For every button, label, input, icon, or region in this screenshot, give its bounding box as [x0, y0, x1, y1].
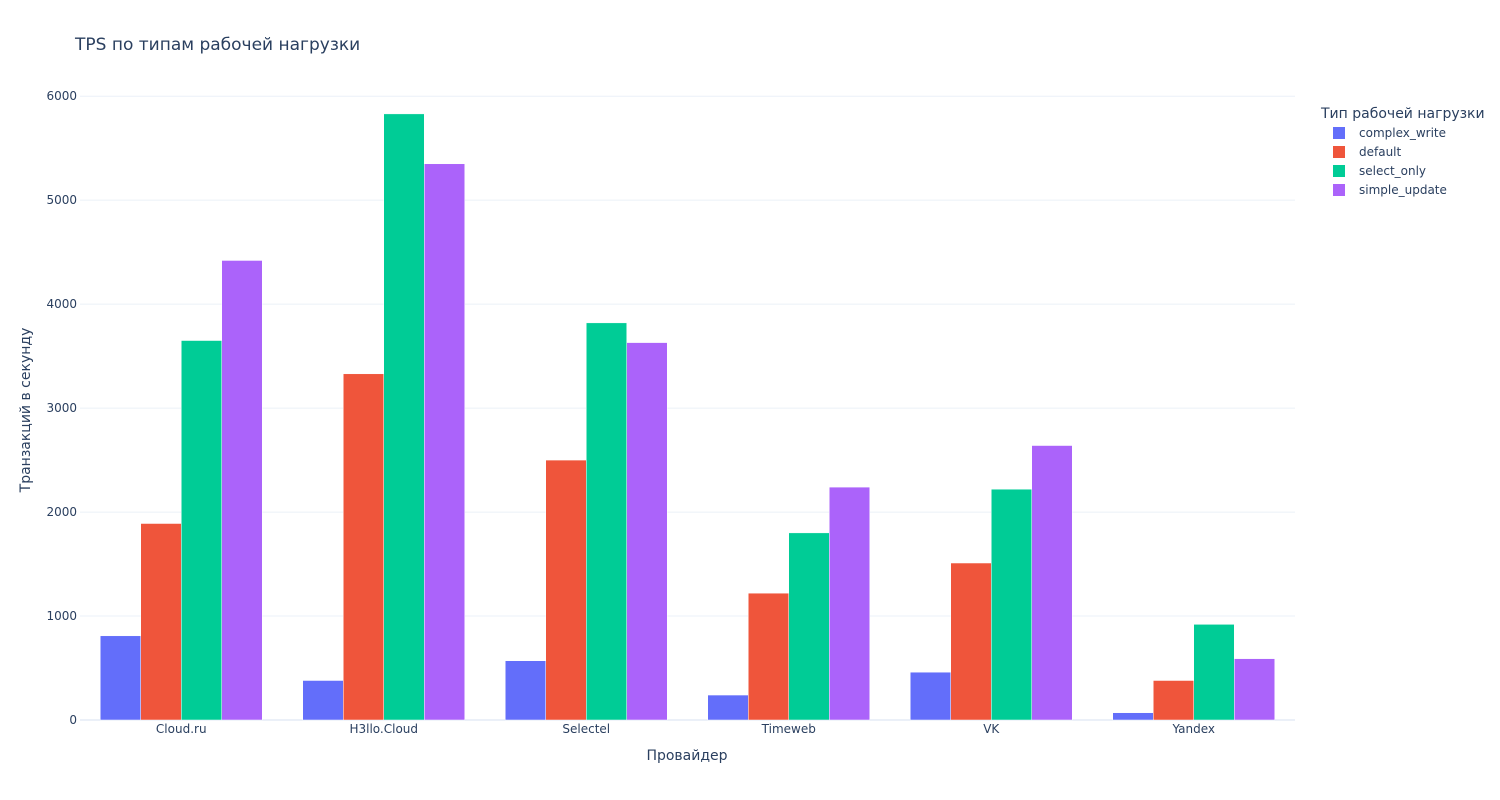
bar-select_only-Timeweb[interactable]	[788, 532, 830, 721]
bar-select_only-VK[interactable]	[991, 488, 1032, 721]
bar-simple_update-VK[interactable]	[1031, 445, 1073, 721]
bar-simple_update-Cloud.ru[interactable]	[221, 260, 263, 721]
y-tick-label: 5000	[46, 193, 77, 207]
bar-complex_write-Timeweb[interactable]	[707, 694, 749, 721]
bars	[100, 113, 1275, 721]
legend: Тип рабочей нагрузки complex_writedefaul…	[1320, 106, 1485, 197]
legend-swatch	[1333, 165, 1345, 177]
bar-default-Timeweb[interactable]	[748, 592, 789, 721]
y-tick-label: 2000	[46, 505, 77, 519]
bar-default-VK[interactable]	[950, 562, 992, 721]
legend-label: simple_update	[1359, 183, 1447, 197]
bar-default-H3llo.Cloud[interactable]	[343, 373, 384, 721]
bar-select_only-Yandex[interactable]	[1193, 624, 1235, 721]
legend-item-select_only[interactable]: select_only	[1333, 164, 1426, 178]
bar-default-Yandex[interactable]	[1153, 680, 1194, 721]
gridlines	[80, 95, 1295, 721]
bar-complex_write-Cloud.ru[interactable]	[100, 635, 141, 721]
bar-complex_write-H3llo.Cloud[interactable]	[302, 680, 344, 721]
y-tick-label: 4000	[46, 297, 77, 311]
y-tick-labels: 0 1000 2000 3000 4000 5000 6000	[46, 89, 77, 727]
y-tick-label: 0	[69, 713, 77, 727]
chart-title: TPS по типам рабочей нагрузки	[74, 35, 360, 55]
x-tick-label: Selectel	[562, 722, 610, 736]
legend-swatch	[1333, 184, 1345, 196]
x-tick-label: Cloud.ru	[156, 722, 207, 736]
x-tick-label: Timeweb	[761, 722, 816, 736]
legend-item-complex_write[interactable]: complex_write	[1333, 126, 1446, 140]
bar-complex_write-VK[interactable]	[910, 671, 951, 721]
y-tick-label: 3000	[46, 401, 77, 415]
bar-complex_write-Yandex[interactable]	[1112, 712, 1154, 721]
x-axis-title: Провайдер	[646, 748, 727, 764]
y-tick-label: 1000	[46, 609, 77, 623]
x-tick-labels: Cloud.ru H3llo.Cloud Selectel Timeweb VK Yand…	[156, 722, 1215, 736]
bar-simple_update-Timeweb[interactable]	[829, 486, 870, 721]
y-axis-title: Транзакций в секунду	[18, 328, 34, 494]
bar-select_only-Selectel[interactable]	[586, 322, 627, 721]
bar-complex_write-Selectel[interactable]	[505, 660, 546, 721]
y-tick-label: 6000	[46, 89, 77, 103]
legend-item-default[interactable]: default	[1333, 145, 1402, 159]
x-tick-label: VK	[983, 722, 1000, 736]
x-tick-label: Yandex	[1171, 722, 1215, 736]
bar-simple_update-Yandex[interactable]	[1234, 658, 1275, 721]
x-tick-label: H3llo.Cloud	[349, 722, 418, 736]
legend-swatch	[1333, 146, 1345, 158]
bar-simple_update-Selectel[interactable]	[626, 342, 668, 721]
legend-item-simple_update[interactable]: simple_update	[1333, 183, 1447, 197]
bar-default-Cloud.ru[interactable]	[140, 523, 182, 721]
bar-select_only-H3llo.Cloud[interactable]	[383, 113, 425, 721]
legend-label: complex_write	[1359, 126, 1446, 140]
legend-title: Тип рабочей нагрузки	[1320, 106, 1485, 122]
legend-swatch	[1333, 127, 1345, 139]
legend-label: default	[1359, 145, 1402, 159]
bar-select_only-Cloud.ru[interactable]	[181, 340, 222, 721]
legend-label: select_only	[1359, 164, 1426, 178]
bar-simple_update-H3llo.Cloud[interactable]	[424, 163, 465, 721]
bar-default-Selectel[interactable]	[545, 459, 587, 721]
